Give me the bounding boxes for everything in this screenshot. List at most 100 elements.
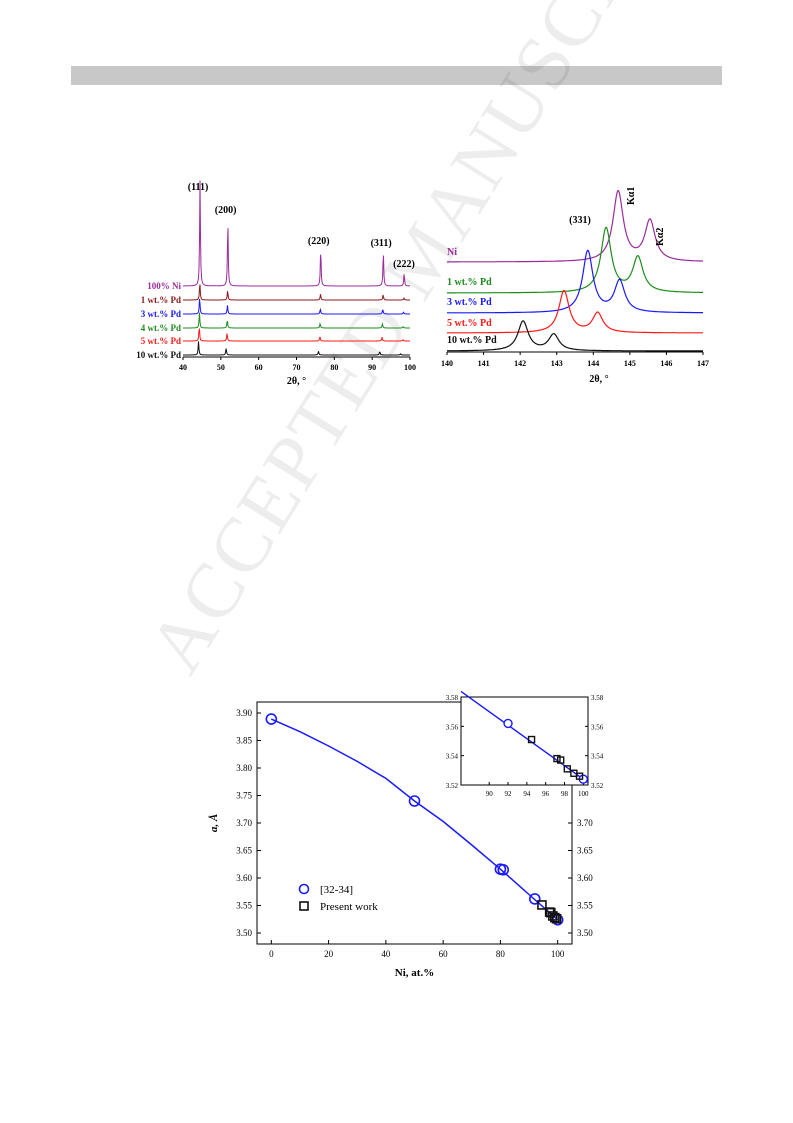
- peak-label: (222): [393, 259, 415, 270]
- data-point-circle: [408, 795, 421, 807]
- peak-label: (311): [371, 238, 392, 249]
- x-tick-label: 145: [624, 359, 636, 368]
- series-line: [447, 289, 703, 334]
- inset-y-tick-label: 3.52: [446, 782, 459, 790]
- series-line: [183, 341, 410, 356]
- series-line: [183, 298, 410, 315]
- inset-x-tick-label: 98: [561, 790, 569, 798]
- series-label: 5 wt.% Pd: [141, 336, 181, 346]
- inset-right-y-tick-label: 3.58: [591, 694, 604, 702]
- legend-marker-square: [299, 901, 309, 911]
- x-tick-label: 141: [478, 359, 490, 368]
- series-label: 1 wt.% Pd: [447, 277, 492, 288]
- x-tick-label: 80: [496, 949, 506, 959]
- series-line: [447, 189, 703, 263]
- kalpha2-label: Kα2: [655, 228, 666, 246]
- x-tick-label: 80: [330, 363, 338, 372]
- x-tick-label: 100: [404, 363, 416, 372]
- data-point-square: [537, 900, 547, 910]
- y-axis-label: a, Å: [208, 814, 220, 832]
- inset-x-tick-label: 92: [505, 790, 513, 798]
- inset-y-tick-label: 3.54: [446, 753, 459, 761]
- x-tick-label: 50: [217, 363, 225, 372]
- kalpha1-label: Kα1: [626, 187, 637, 205]
- inset-point-square: [557, 756, 565, 764]
- inset-y-tick-label: 3.58: [446, 694, 459, 702]
- peak-label: (331): [569, 215, 591, 226]
- inset-frame: [460, 696, 589, 786]
- series-line: [183, 327, 410, 342]
- series-line: [447, 226, 703, 294]
- y-tick-label: 3.60: [236, 873, 252, 883]
- fit-line: [270, 718, 559, 921]
- series-label: 3 wt.% Pd: [141, 309, 181, 319]
- y-tick-label: 3.50: [236, 928, 252, 938]
- header-bar: [71, 66, 722, 85]
- legend-marker-circle: [298, 883, 310, 895]
- x-tick-label: 40: [381, 949, 391, 959]
- data-point-circle: [497, 863, 510, 876]
- right-y-tick-label: 3.55: [577, 901, 593, 911]
- y-tick-label: 3.65: [236, 846, 252, 856]
- inset-point-circle: [503, 718, 513, 729]
- inset-x-tick-label: 96: [542, 790, 550, 798]
- series-label: 1 wt.% Pd: [141, 295, 181, 305]
- series-line: [183, 312, 410, 329]
- x-tick-label: 140: [441, 359, 453, 368]
- legend-label: Present work: [320, 901, 378, 913]
- peak-label: (200): [215, 205, 237, 216]
- x-tick-label: 40: [179, 363, 187, 372]
- x-tick-label: 142: [514, 359, 526, 368]
- data-point-square: [550, 912, 560, 923]
- legend-label: [32-34]: [320, 884, 353, 896]
- inset-y-tick-label: 3.56: [446, 723, 459, 731]
- x-tick-label: 60: [439, 949, 449, 959]
- series-label: 4 wt.% Pd: [141, 323, 181, 333]
- x-tick-label: 70: [293, 363, 301, 372]
- peak-label: (220): [308, 236, 330, 247]
- series-line: [183, 180, 410, 287]
- inset-point-square: [575, 772, 584, 780]
- x-tick-label: 143: [551, 359, 563, 368]
- series-label: Ni: [447, 247, 457, 258]
- x-tick-label: 144: [587, 359, 599, 368]
- x-tick-label: 146: [660, 359, 672, 368]
- inset-point-square: [553, 754, 561, 763]
- x-tick-label: 90: [368, 363, 376, 372]
- x-tick-label: 20: [324, 949, 334, 959]
- y-tick-label: 3.90: [236, 708, 252, 718]
- y-tick-label: 3.80: [236, 763, 252, 773]
- x-axis-label: Ni, at.%: [395, 967, 434, 979]
- inset-right-y-tick-label: 3.52: [591, 782, 604, 790]
- inset-fit-line: [460, 690, 589, 784]
- series-line: [183, 284, 410, 301]
- x-tick-label: 0: [269, 949, 274, 959]
- inset-point-square: [563, 765, 572, 773]
- inset-x-tick-label: 94: [523, 790, 531, 798]
- data-point-circle: [265, 713, 278, 725]
- data-point-circle: [528, 893, 541, 905]
- x-tick-label: 100: [551, 949, 565, 959]
- y-tick-label: 3.70: [236, 818, 252, 828]
- inset-x-tick-label: 100: [578, 790, 589, 798]
- inset-right-y-tick-label: 3.56: [591, 723, 604, 731]
- series-line: [447, 320, 703, 352]
- x-axis-label: 2θ, °: [589, 374, 608, 385]
- right-y-tick-label: 3.65: [577, 846, 593, 856]
- series-line: [447, 249, 703, 314]
- data-point-square: [551, 913, 562, 924]
- series-label: 10 wt.% Pd: [136, 350, 181, 360]
- series-label: 3 wt.% Pd: [447, 297, 492, 308]
- x-axis-label: 2θ, °: [287, 376, 306, 387]
- right-y-tick-label: 3.70: [577, 818, 593, 828]
- inset-x-tick-label: 90: [486, 790, 494, 798]
- right-y-tick-label: 3.50: [577, 928, 593, 938]
- inset-right-y-tick-label: 3.54: [591, 753, 604, 761]
- peak-label: (111): [188, 182, 209, 193]
- y-tick-label: 3.85: [236, 736, 252, 746]
- x-tick-label: 147: [697, 359, 709, 368]
- series-label: 10 wt.% Pd: [447, 335, 497, 346]
- y-tick-label: 3.55: [236, 901, 252, 911]
- series-label: 100% Ni: [147, 281, 181, 291]
